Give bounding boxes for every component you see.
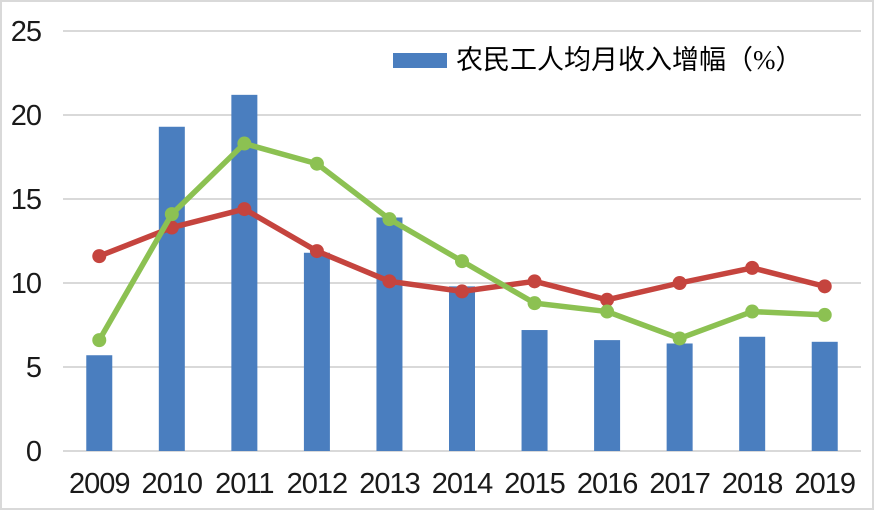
green-line-marker xyxy=(92,333,107,348)
bar xyxy=(303,252,330,451)
x-axis-tick-label: 2013 xyxy=(359,468,420,500)
x-axis-tick-label: 2011 xyxy=(215,468,273,500)
x-axis-tick-label: 2012 xyxy=(287,468,348,500)
green-line-marker xyxy=(527,296,542,311)
green-line-marker xyxy=(817,307,832,322)
green-line-marker xyxy=(455,254,469,269)
legend: 农民工人均月收入增幅（%） xyxy=(393,45,803,75)
red-line-marker xyxy=(309,244,324,259)
red-line-marker xyxy=(92,249,107,264)
red-line-marker xyxy=(527,274,542,289)
green-line-marker xyxy=(164,207,179,222)
y-axis-tick-label: 0 xyxy=(26,436,41,468)
y-axis-tick-label: 5 xyxy=(26,352,41,384)
green-line-marker xyxy=(745,304,760,319)
legend-bar-swatch xyxy=(393,52,447,68)
green-line-marker xyxy=(672,331,687,346)
green-line-marker xyxy=(309,156,324,171)
red-line-marker xyxy=(817,279,832,294)
green-line-marker xyxy=(382,212,397,227)
red-line-marker xyxy=(382,274,397,289)
y-axis-tick-label: 10 xyxy=(11,268,41,300)
x-axis-tick-label: 2019 xyxy=(794,468,855,500)
bar xyxy=(739,336,766,451)
bar xyxy=(811,341,838,451)
legend-bar-label: 农民工人均月收入增幅（%） xyxy=(456,45,803,75)
bar xyxy=(594,340,621,451)
red-line-marker xyxy=(745,260,760,275)
bar xyxy=(666,343,693,451)
x-axis-tick-label: 2014 xyxy=(432,468,493,500)
x-axis-tick-label: 2017 xyxy=(649,468,710,500)
x-axis-tick-label: 2016 xyxy=(577,468,638,500)
red-line-marker xyxy=(237,202,252,217)
x-axis-tick-label: 2009 xyxy=(69,468,130,500)
y-axis-tick-label: 25 xyxy=(11,16,41,48)
bar xyxy=(449,286,475,451)
bar xyxy=(158,126,185,451)
bar xyxy=(521,330,548,451)
bar xyxy=(86,355,113,451)
x-axis-tick-label: 2015 xyxy=(504,468,565,500)
x-axis-tick-label: 2018 xyxy=(722,468,783,500)
y-axis-tick-label: 20 xyxy=(11,100,41,132)
green-line-marker xyxy=(237,136,252,151)
red-line-marker xyxy=(672,276,687,290)
y-axis-tick-label: 15 xyxy=(11,184,41,216)
red-line-marker xyxy=(600,292,615,307)
x-axis-tick-label: 2010 xyxy=(142,468,203,500)
red-line-marker xyxy=(455,284,469,299)
bar xyxy=(376,217,403,451)
green-line-marker xyxy=(600,304,615,319)
